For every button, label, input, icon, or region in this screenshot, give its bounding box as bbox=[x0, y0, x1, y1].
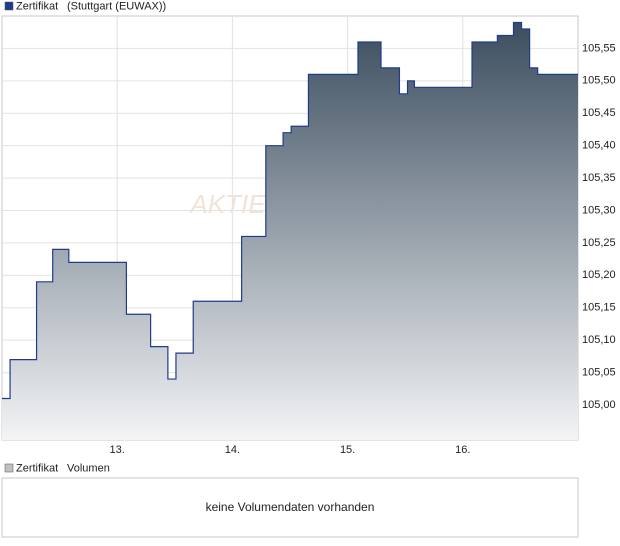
x-tick-label: 16. bbox=[455, 444, 470, 456]
legend-label: Zertifikat bbox=[16, 462, 58, 474]
volume-frame bbox=[1, 477, 579, 538]
price-area bbox=[2, 22, 578, 440]
y-tick-label: 105,20 bbox=[582, 269, 616, 281]
y-tick-label: 105,55 bbox=[582, 42, 616, 54]
y-tick-label: 105,40 bbox=[582, 140, 616, 152]
y-tick-label: 105,15 bbox=[582, 302, 616, 314]
legend-label: Zertifikat bbox=[16, 0, 58, 12]
x-tick-label: 15. bbox=[340, 444, 355, 456]
y-tick-label: 105,05 bbox=[582, 366, 616, 378]
y-tick-label: 105,35 bbox=[582, 172, 616, 184]
x-tick-label: 14. bbox=[225, 444, 240, 456]
price-line bbox=[2, 21, 578, 400]
y-tick-label: 105,50 bbox=[582, 75, 616, 87]
legend-label: Volumen bbox=[67, 462, 110, 474]
legend-swatch bbox=[4, 1, 14, 11]
watermark: AKTIE bbox=[188, 189, 266, 219]
y-tick-label: 105,10 bbox=[582, 334, 616, 346]
y-tick-label: 105,00 bbox=[582, 399, 616, 411]
y-tick-label: 105,25 bbox=[582, 237, 616, 249]
legend-swatch bbox=[4, 463, 14, 473]
y-tick-label: 105,45 bbox=[582, 107, 616, 119]
legend-source: (Stuttgart (EUWAX)) bbox=[67, 0, 166, 12]
volume-message: keine Volumendaten vorhanden bbox=[206, 500, 375, 514]
y-tick-label: 105,30 bbox=[582, 204, 616, 216]
x-tick-label: 13. bbox=[110, 444, 125, 456]
